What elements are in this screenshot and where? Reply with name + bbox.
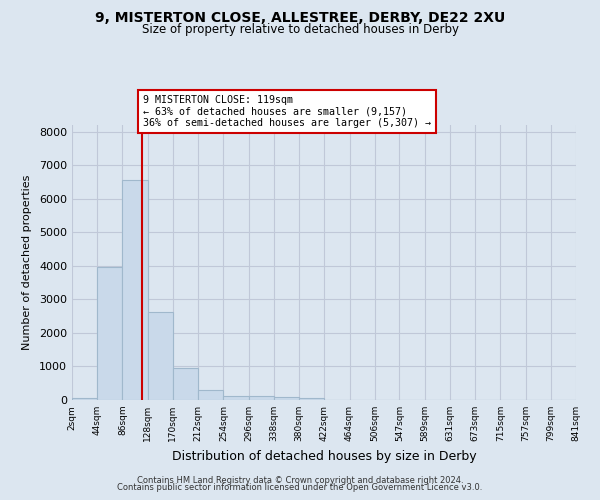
Y-axis label: Number of detached properties: Number of detached properties	[22, 175, 32, 350]
Bar	[97, 266, 122, 400]
Bar	[274, 397, 299, 400]
Text: Size of property relative to detached houses in Derby: Size of property relative to detached ho…	[142, 22, 458, 36]
Bar	[248, 396, 274, 400]
Bar	[299, 398, 325, 400]
Bar	[173, 368, 198, 400]
Bar	[198, 390, 223, 400]
Text: Contains HM Land Registry data © Crown copyright and database right 2024.: Contains HM Land Registry data © Crown c…	[137, 476, 463, 485]
Text: 9 MISTERTON CLOSE: 119sqm
← 63% of detached houses are smaller (9,157)
36% of se: 9 MISTERTON CLOSE: 119sqm ← 63% of detac…	[143, 95, 431, 128]
X-axis label: Distribution of detached houses by size in Derby: Distribution of detached houses by size …	[172, 450, 476, 462]
Text: 9, MISTERTON CLOSE, ALLESTREE, DERBY, DE22 2XU: 9, MISTERTON CLOSE, ALLESTREE, DERBY, DE…	[95, 11, 505, 25]
Text: Contains public sector information licensed under the Open Government Licence v3: Contains public sector information licen…	[118, 484, 482, 492]
Bar	[223, 396, 248, 400]
Bar	[148, 312, 173, 400]
Bar	[122, 180, 148, 400]
Bar	[72, 398, 97, 400]
